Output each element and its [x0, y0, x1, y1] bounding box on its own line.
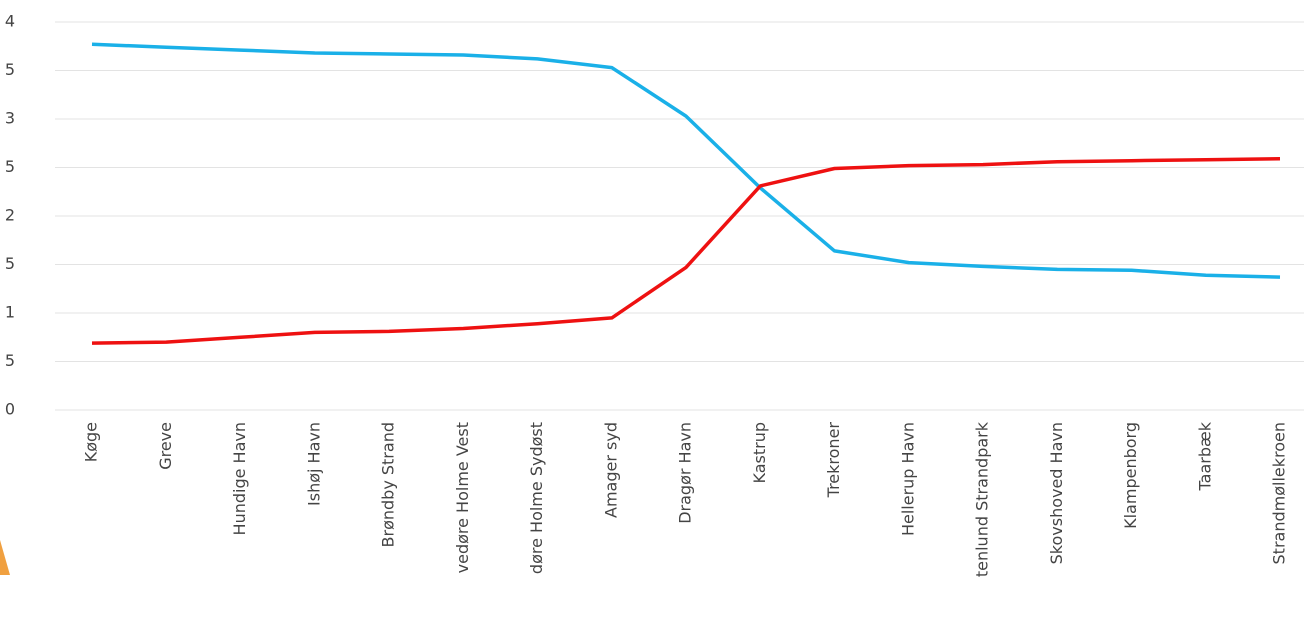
- y-tick-label: 5: [5, 351, 15, 370]
- y-tick-label: 4: [5, 12, 15, 31]
- y-tick-label: 5: [5, 157, 15, 176]
- x-tick-label: Klampenborg: [1121, 422, 1140, 529]
- y-tick-label: 3: [5, 109, 15, 128]
- x-tick-label: Hellerup Havn: [898, 422, 917, 536]
- x-tick-label: Ishøj Havn: [304, 422, 323, 506]
- x-tick-label: Greve: [156, 422, 175, 470]
- x-tick-label: Taarbæk: [1195, 421, 1214, 491]
- x-tick-label: døre Holme Sydøst: [527, 422, 546, 574]
- x-tick-label: Dragør Havn: [676, 422, 695, 524]
- x-tick-label: Brøndby Strand: [379, 422, 398, 547]
- decoration: [0, 540, 10, 575]
- series-line: [91, 157, 1281, 345]
- y-tick-label: 0: [5, 400, 15, 419]
- x-tick-label: Strandmøllekroen: [1270, 422, 1289, 564]
- x-tick-label: tenlund Strandpark: [973, 421, 992, 577]
- x-tick-label: Amager syd: [601, 422, 620, 518]
- x-tick-label: Trekroner: [824, 422, 843, 499]
- x-tick-label: Skovshoved Havn: [1047, 422, 1066, 564]
- series-line: [91, 42, 1281, 279]
- y-tick-label: 5: [5, 254, 15, 273]
- y-tick-label: 2: [5, 206, 15, 225]
- x-tick-label: Hundige Havn: [230, 422, 249, 535]
- y-tick-label: 5: [5, 60, 15, 79]
- x-tick-label: Kastrup: [750, 422, 769, 484]
- x-tick-label: Køge: [82, 422, 101, 462]
- y-tick-label: 1: [5, 303, 15, 322]
- x-tick-label: vedøre Holme Vest: [453, 422, 472, 573]
